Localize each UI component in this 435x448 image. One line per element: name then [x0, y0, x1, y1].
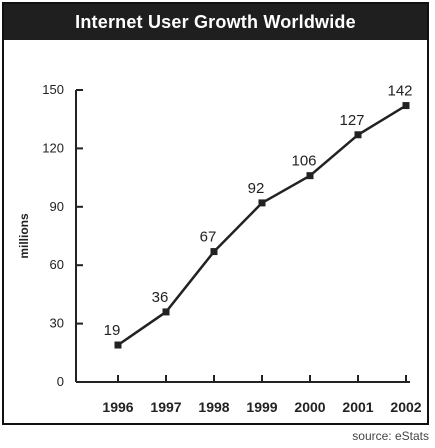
x-tick-label: 1997 [150, 399, 181, 415]
data-label: 92 [248, 180, 265, 197]
data-point [258, 199, 266, 207]
y-tick-label: 90 [50, 199, 64, 214]
y-tick-label: 60 [50, 257, 64, 272]
y-tick-label: 0 [57, 374, 64, 389]
x-tick-label: 2002 [390, 399, 421, 415]
x-tick-label: 1996 [102, 399, 133, 415]
data-point [210, 248, 218, 256]
y-tick-label: 120 [42, 140, 64, 155]
data-label: 36 [152, 289, 169, 306]
data-label: 67 [200, 229, 217, 246]
data-point [402, 102, 410, 110]
data-label: 142 [387, 83, 412, 100]
data-point [354, 131, 362, 139]
y-tick-label: 30 [50, 316, 64, 331]
y-axis-title: millions [17, 213, 31, 259]
series-line [117, 104, 407, 347]
x-tick-label: 2001 [342, 399, 373, 415]
data-point [306, 172, 314, 180]
chart-frame: Internet User Growth Worldwide [2, 2, 429, 425]
chart-title: Internet User Growth Worldwide [4, 4, 427, 40]
data-label: 106 [291, 153, 316, 170]
x-tick-label: 1999 [246, 399, 277, 415]
data-point [114, 341, 122, 349]
x-tick-label: 1998 [198, 399, 229, 415]
data-label: 19 [104, 322, 121, 339]
data-point [162, 308, 170, 316]
x-tick-label: 2000 [294, 399, 325, 415]
data-label: 127 [339, 112, 364, 129]
y-tick-label: 150 [42, 82, 64, 97]
source-note: source: eStats [352, 429, 429, 443]
